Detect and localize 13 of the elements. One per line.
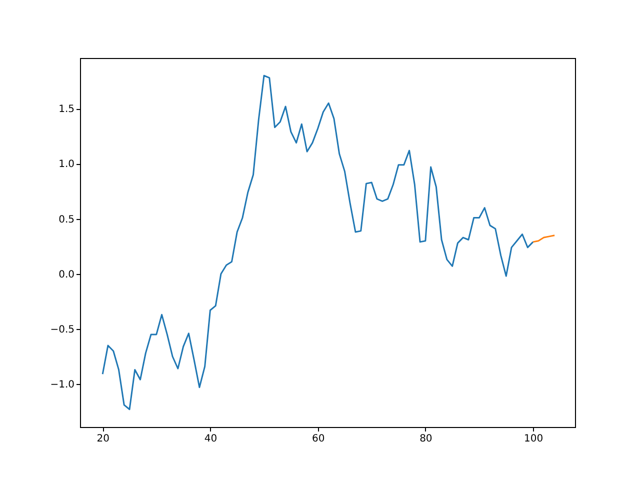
y-tick-label: 1.0 — [58, 159, 74, 170]
line-series — [532, 234, 556, 243]
x-tick-label: 40 — [204, 434, 218, 444]
y-tick-label: −1.0 — [50, 380, 74, 391]
x-tick-label: 80 — [420, 434, 432, 444]
y-tick-label: 1.5 — [58, 104, 74, 116]
y-tick-label: 0.0 — [58, 269, 74, 280]
y-tick-label: −0.5 — [50, 324, 74, 336]
y-tick-label: 0.5 — [58, 214, 74, 226]
line-series — [102, 74, 534, 410]
x-tick-label: 100 — [524, 434, 544, 444]
x-tick-label: 60 — [312, 434, 325, 444]
x-tick-label: 20 — [96, 434, 110, 444]
